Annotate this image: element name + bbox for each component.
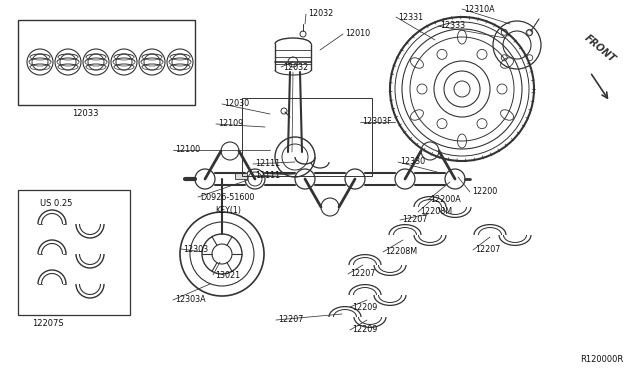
- Bar: [18, 20, 195, 105]
- Text: 12010: 12010: [345, 29, 370, 38]
- Bar: [235, 173, 247, 179]
- Text: 12310A: 12310A: [464, 4, 495, 13]
- Text: R120000R: R120000R: [580, 356, 623, 365]
- Text: US 0.25: US 0.25: [40, 199, 72, 208]
- Text: 12207: 12207: [402, 215, 428, 224]
- Text: 12032: 12032: [283, 62, 308, 71]
- Text: KEY(1): KEY(1): [215, 205, 241, 215]
- Text: 12207: 12207: [350, 269, 376, 279]
- Text: 12100: 12100: [175, 145, 200, 154]
- Text: 12033: 12033: [72, 109, 99, 119]
- Text: 12111: 12111: [255, 160, 280, 169]
- Bar: [18, 190, 130, 315]
- Text: 13021: 13021: [215, 270, 240, 279]
- Text: 12209: 12209: [352, 326, 378, 334]
- Text: 12331: 12331: [398, 13, 423, 22]
- Text: 12333: 12333: [440, 22, 465, 31]
- Text: 12032: 12032: [308, 10, 333, 19]
- Text: 12200A: 12200A: [430, 196, 461, 205]
- Text: 12303: 12303: [183, 244, 208, 253]
- Text: 12030: 12030: [224, 99, 249, 109]
- Text: D0926-51600: D0926-51600: [200, 192, 254, 202]
- Text: 12303F: 12303F: [362, 118, 392, 126]
- Text: 12207: 12207: [278, 315, 303, 324]
- Text: 12200: 12200: [472, 187, 497, 196]
- Text: 12109: 12109: [218, 119, 243, 128]
- Text: 12207S: 12207S: [32, 320, 64, 328]
- Text: 12303A: 12303A: [175, 295, 205, 305]
- Text: FRONT: FRONT: [583, 32, 618, 64]
- Text: 12208M: 12208M: [385, 247, 417, 257]
- Text: 12209: 12209: [352, 302, 378, 311]
- Text: 12111: 12111: [255, 171, 280, 180]
- Text: 12330: 12330: [400, 157, 425, 167]
- Text: 12207: 12207: [475, 246, 500, 254]
- Bar: [242, 98, 372, 176]
- Text: 12208M: 12208M: [420, 208, 452, 217]
